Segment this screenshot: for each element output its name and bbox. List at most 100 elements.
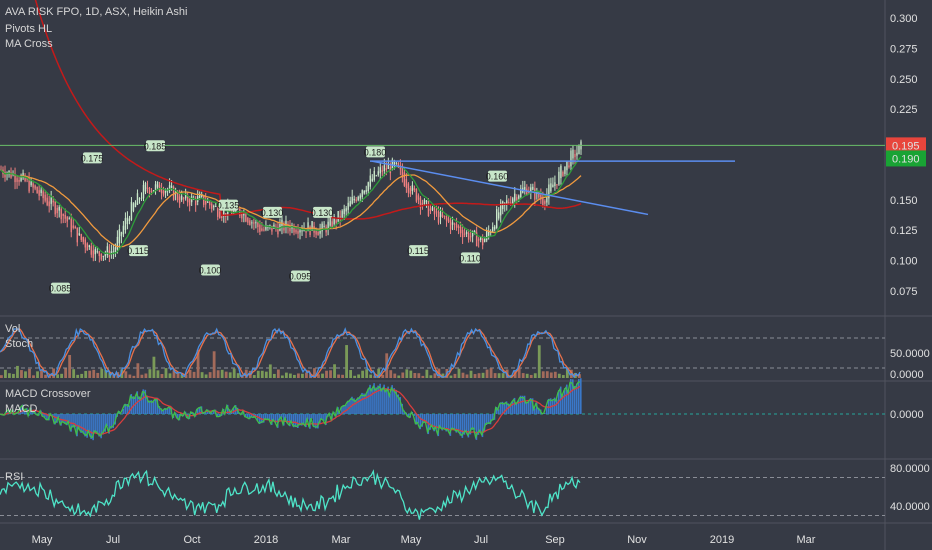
time-tick-label: May [32, 534, 53, 546]
candle-body [477, 239, 480, 241]
macd-histogram-bar [166, 408, 169, 414]
macd-histogram-bar [280, 414, 283, 418]
candle-body [16, 178, 18, 182]
macd-histogram-bar [571, 379, 574, 414]
candle-body [534, 188, 536, 200]
volume-bar [192, 371, 196, 378]
volume-bar [128, 374, 132, 378]
macd-histogram-bar [537, 407, 540, 414]
macd-histogram-bar [98, 414, 100, 437]
macd-histogram-bar [62, 414, 64, 423]
macd-histogram-bar [154, 397, 157, 414]
candle-body [106, 246, 109, 255]
pivot-low-marker: 0.100 [199, 264, 221, 276]
candle-body [333, 216, 335, 225]
candle-body [347, 202, 349, 210]
candle-body [8, 170, 10, 175]
macd-histogram-bar [234, 405, 237, 414]
macd-histogram-bar [86, 414, 88, 438]
candle-body [271, 225, 273, 232]
candle-body [566, 160, 568, 171]
macd-histogram-bar [517, 400, 520, 414]
macd-histogram-bar [164, 408, 167, 414]
candle-body [162, 190, 165, 195]
macd-histogram-bar [244, 414, 247, 417]
macd-histogram-bar [467, 414, 470, 438]
macd-histogram-bar [459, 414, 462, 436]
candle-body [341, 210, 343, 218]
price-tick-label: 0.225 [890, 104, 918, 116]
macd-histogram-bar [293, 414, 295, 428]
pivot-high-label: 0.185 [144, 141, 167, 151]
macd-histogram-bar [431, 414, 434, 427]
macd-histogram-bar [397, 394, 399, 414]
candle-body [393, 161, 396, 165]
volume-bar [156, 370, 160, 378]
candle-body [28, 178, 30, 192]
volume-bar [56, 374, 60, 378]
candle-body [82, 237, 84, 242]
volume-bar [72, 369, 76, 378]
candle-body [124, 218, 127, 230]
volume-bar [104, 369, 108, 378]
volume-bar [557, 373, 561, 378]
macd-histogram-bar [268, 414, 271, 420]
macd-histogram-bar [124, 403, 127, 414]
macd-histogram-bar [299, 414, 301, 426]
macd-histogram-bar [489, 414, 492, 425]
volume-bar [280, 375, 284, 378]
candle-body [357, 196, 359, 201]
candle-body [263, 229, 265, 231]
macd-histogram-bar [569, 378, 572, 414]
candle-body [345, 208, 347, 212]
volume-bar [152, 356, 156, 378]
candle-body [150, 190, 153, 192]
volume-bar [164, 368, 168, 378]
macd-histogram-bar [126, 403, 129, 414]
macd-histogram-bar [509, 404, 512, 414]
volume-bar [260, 370, 264, 378]
macd-histogram-bar [319, 414, 321, 424]
volume-bar [577, 374, 581, 378]
macd-histogram-bar [519, 395, 522, 414]
candle-body [331, 221, 333, 228]
candle-body [421, 202, 424, 206]
candle-body [160, 188, 163, 194]
candle-body [273, 224, 275, 229]
stoch-label: Stoch [5, 338, 33, 350]
candle-body [78, 233, 80, 235]
candle-body [156, 181, 159, 188]
macd-histogram-bar [529, 398, 532, 414]
volume-bar [345, 345, 348, 378]
volume-bar [501, 373, 505, 378]
macd-histogram-bar [284, 414, 287, 419]
candle-body [172, 186, 175, 200]
volume-bar [393, 373, 397, 378]
candle-body [217, 206, 219, 217]
macd-histogram-bar [515, 402, 518, 414]
macd-histogram-bar [112, 414, 114, 429]
candle-body [485, 230, 488, 241]
macd-histogram-bar [487, 414, 490, 425]
volume-bar [188, 369, 192, 378]
candle-body [154, 184, 157, 191]
time-tick-label: Mar [332, 534, 351, 546]
macd-histogram-bar [317, 414, 319, 429]
volume-bar [361, 370, 365, 378]
macd-histogram-bar [68, 414, 70, 423]
pivot-high-label: 0.180 [364, 147, 387, 157]
volume-bar [64, 368, 68, 378]
macd-histogram-bar [84, 414, 86, 437]
ma-green-line [0, 156, 582, 255]
volume-bar [256, 370, 260, 378]
macd-histogram-bar [469, 414, 472, 435]
macd-histogram-bar [355, 399, 357, 414]
candle-body [562, 172, 564, 176]
candle-body [215, 206, 217, 208]
candle-body [112, 251, 115, 253]
candle-body [339, 216, 341, 219]
candle-body [443, 215, 446, 217]
ma-orange-line [0, 169, 582, 248]
macd-histogram-bar [555, 399, 558, 414]
candle-body [52, 200, 54, 203]
